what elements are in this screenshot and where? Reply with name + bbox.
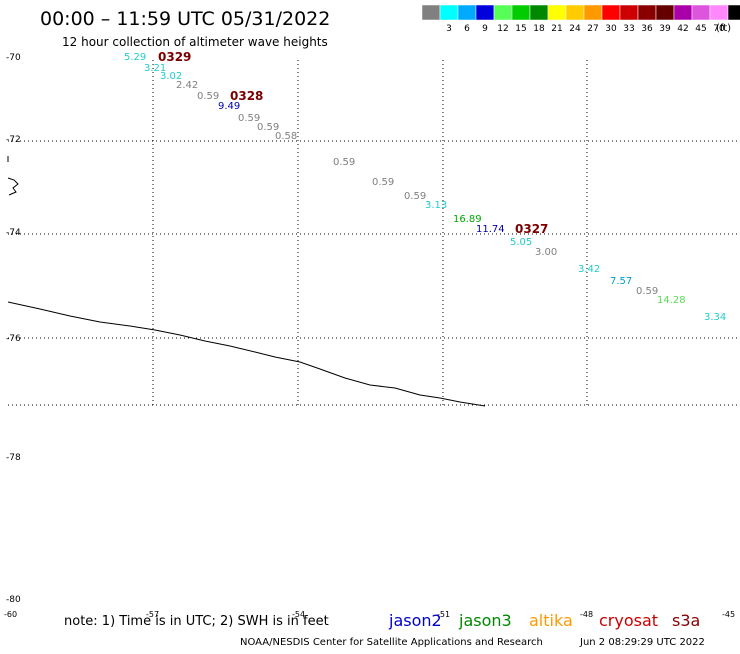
wave-height-value: 7.57: [610, 276, 632, 287]
lat-label: -80: [6, 595, 21, 605]
legend-swatch: [583, 4, 603, 21]
island-outline: [7, 177, 19, 196]
wave-height-value: 3.02: [160, 71, 182, 82]
timestamp-text: Jun 2 08:29:29 UTC 2022: [579, 637, 705, 648]
legend-swatch: [601, 4, 621, 21]
wave-height-value: 0.59: [404, 191, 426, 202]
satellite-legend: jason2 jason3 altika cryosat s3a: [388, 611, 700, 630]
legend-swatch: [691, 4, 711, 21]
satellite-name-jason3: jason3: [458, 611, 512, 630]
wave-height-value: 0.58: [275, 131, 297, 142]
satellite-name-jason2: jason2: [388, 611, 442, 630]
legend-tick-label: 12: [497, 24, 508, 34]
longitude-labels: -60 -57 -54 -51 -48 -45: [4, 610, 735, 619]
wave-height-value: 0.59: [238, 113, 260, 124]
legend-tick-label: 33: [623, 24, 634, 34]
legend-swatch: [439, 4, 459, 21]
wave-height-value: 14.28: [657, 295, 686, 306]
footer-note: note: 1) Time is in UTC; 2) SWH is in fe…: [64, 614, 329, 629]
color-legend: 3 6 9 12 15 18 21 24 27 30 33 36 39 42 45 70: [421, 4, 740, 34]
map-title: 00:00 – 11:59 UTC 05/31/2022: [40, 8, 330, 30]
legend-swatch: [565, 4, 585, 21]
lon-label: -54: [292, 610, 305, 619]
legend-swatch: [727, 4, 740, 21]
satellite-name-s3a: s3a: [672, 611, 700, 630]
lon-label: -48: [580, 610, 593, 619]
lat-label: -76: [6, 334, 21, 344]
lon-label: -60: [4, 610, 17, 619]
lat-label: -70: [6, 53, 21, 63]
wave-height-values: 5.29 3.21 3.02 2.42 0.59 9.49 0.59 0.59 …: [124, 52, 726, 323]
legend-tick-label: 24: [569, 24, 581, 34]
wave-height-value: 0.59: [257, 122, 279, 133]
graticule: [8, 60, 740, 406]
lon-label: -45: [722, 610, 735, 619]
wave-height-value: 0.59: [197, 91, 219, 102]
wave-height-value: 3.42: [578, 264, 600, 275]
legend-tick-label: 70: [713, 24, 725, 34]
wave-height-value: 5.29: [124, 52, 146, 63]
credit-text: NOAA/NESDIS Center for Satellite Applica…: [240, 637, 543, 648]
legend-tick-label: 3: [446, 24, 452, 34]
lat-label: -74: [6, 228, 21, 238]
legend-unit: (ft): [716, 23, 731, 34]
legend-swatch: [619, 4, 639, 21]
wave-height-value: 5.05: [510, 237, 532, 248]
wave-height-value: 9.49: [218, 101, 240, 112]
pass-label: 0327: [515, 222, 548, 236]
lon-label: -51: [437, 610, 450, 619]
legend-tick-label: 27: [587, 24, 598, 34]
pass-label: 0328: [230, 89, 263, 103]
legend-tick-label: 36: [641, 24, 653, 34]
legend-swatch: [511, 4, 531, 21]
wave-height-value: 0.59: [372, 177, 394, 188]
legend-swatch: [529, 4, 549, 21]
wave-height-value: 2.42: [176, 80, 198, 91]
legend-swatch: [655, 4, 675, 21]
track-time-labels: 0329 0328 0327: [158, 50, 548, 236]
wave-height-value: 3.13: [425, 200, 447, 211]
latitude-labels: -70 -72 -74 -76 -78 -80: [6, 53, 21, 605]
legend-swatch: [493, 4, 513, 21]
legend-tick-label: 18: [533, 24, 545, 34]
legend-tick-label: 30: [605, 24, 617, 34]
legend-tick-label: 9: [482, 24, 488, 34]
legend-swatch: [547, 4, 567, 21]
legend-swatch: [673, 4, 693, 21]
legend-swatch: [421, 4, 441, 21]
wave-height-value: 3.34: [704, 312, 726, 323]
lat-label: -72: [6, 135, 21, 145]
lat-label: -78: [6, 453, 21, 463]
legend-tick-label: 45: [695, 24, 706, 34]
wave-height-value: 11.74: [476, 224, 505, 235]
legend-swatch: [709, 4, 729, 21]
wave-height-value: 0.59: [333, 157, 355, 168]
legend-swatch: [457, 4, 477, 21]
wave-height-value: 0.59: [636, 286, 658, 297]
satellite-name-altika: altika: [529, 611, 573, 630]
legend-tick-label: 39: [659, 24, 671, 34]
wave-height-value: 3.21: [144, 63, 166, 74]
legend-tick-label: 21: [551, 24, 562, 34]
legend-swatch: [475, 4, 495, 21]
legend-tick-label: 15: [515, 24, 526, 34]
pass-label: 0329: [158, 50, 191, 64]
coastline: [7, 301, 486, 407]
legend-tick-label: 6: [464, 24, 470, 34]
map-subtitle: 12 hour collection of altimeter wave hei…: [62, 35, 328, 49]
wave-height-value: 3.00: [535, 247, 557, 258]
legend-swatch: [637, 4, 657, 21]
legend-tick-label: 42: [677, 24, 688, 34]
satellite-name-cryosat: cryosat: [599, 611, 658, 630]
lon-label: -57: [146, 610, 159, 619]
wave-height-value: 16.89: [453, 214, 482, 225]
